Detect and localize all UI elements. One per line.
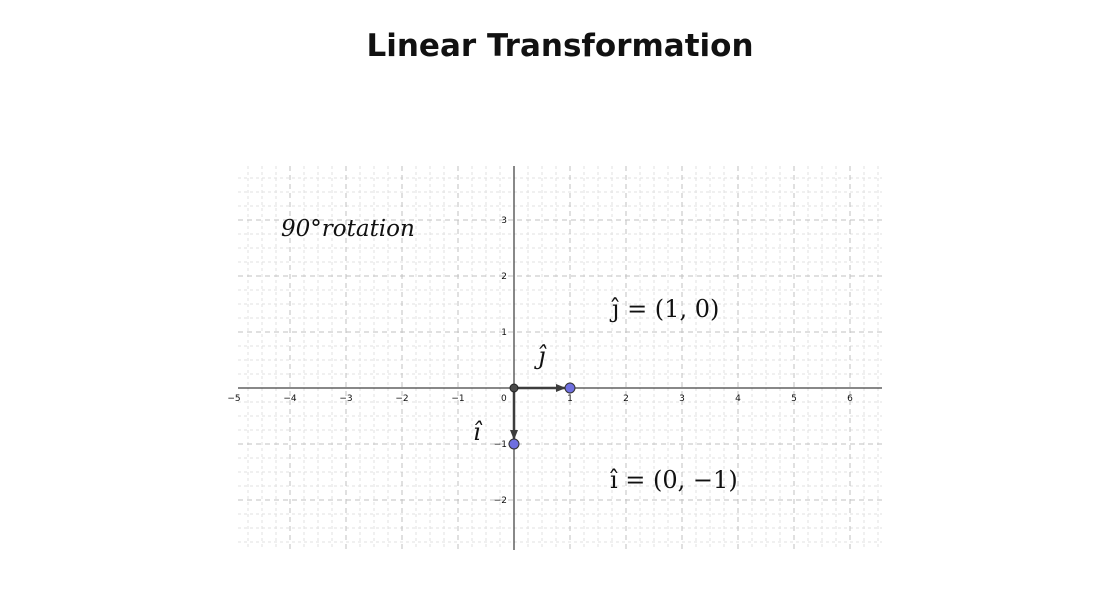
y-tick-label: −1 (494, 440, 507, 450)
minor-grid (238, 166, 882, 550)
origin-label: 0 (501, 394, 507, 404)
i-hat-equation: î = (0, −1) (610, 466, 738, 494)
j-hat-point (564, 382, 576, 394)
y-tick-label: −2 (494, 496, 507, 506)
j-hat-label: ĵ (534, 342, 547, 370)
x-tick-label: 5 (791, 394, 797, 404)
i-hat-point (508, 438, 520, 450)
basis-vectors (508, 382, 576, 450)
x-tick-label: −3 (339, 394, 352, 404)
i-hat-label: î (473, 418, 483, 446)
origin-point (509, 383, 519, 393)
x-tick-label: 3 (679, 394, 685, 404)
x-tick-label: 1 (567, 394, 573, 404)
rotation-label: 90°rotation (281, 216, 415, 242)
page-title: Linear Transformation (366, 28, 754, 64)
x-tick-label: 6 (847, 394, 853, 404)
j-hat-equation: ĵ = (1, 0) (609, 295, 719, 323)
x-tick-label: 2 (623, 394, 629, 404)
x-tick-label: −1 (451, 394, 464, 404)
y-tick-label: 2 (501, 272, 507, 282)
x-tick-label: −5 (227, 394, 240, 404)
x-tick-label: −4 (283, 394, 297, 404)
tick-labels: −5 −4 −3 −2 −1 1 2 3 4 5 6 −2 −1 1 2 3 (227, 216, 853, 506)
x-tick-label: −2 (395, 394, 408, 404)
x-tick-label: 4 (735, 394, 741, 404)
major-grid (238, 166, 882, 550)
y-tick-label: 1 (501, 328, 507, 338)
y-tick-label: 3 (501, 216, 507, 226)
